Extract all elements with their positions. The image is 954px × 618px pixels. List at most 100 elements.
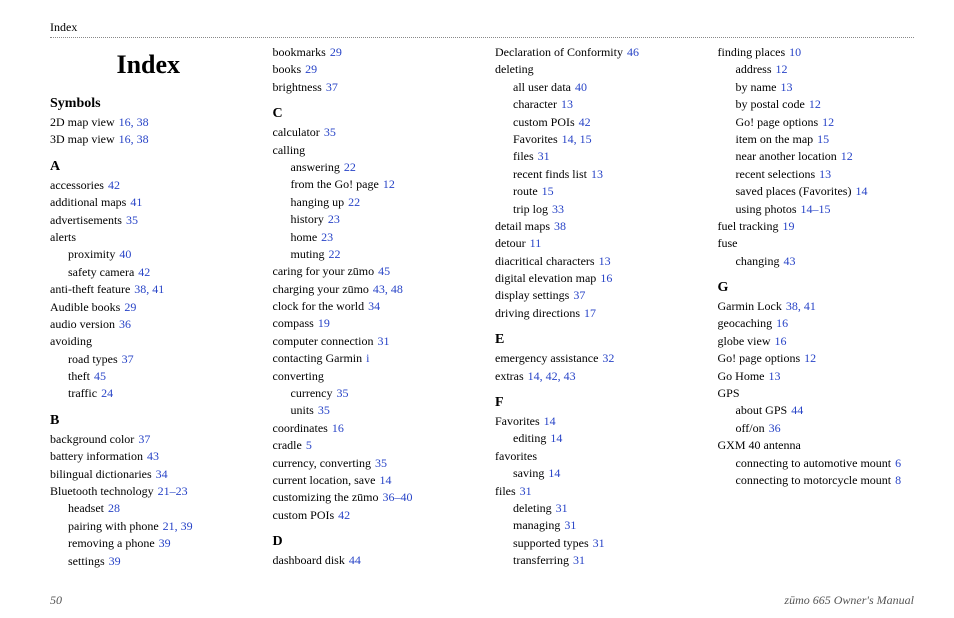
page-ref[interactable]: 45	[378, 264, 390, 278]
page-ref[interactable]: 14	[548, 466, 560, 480]
page-ref[interactable]: 37	[573, 288, 585, 302]
page-ref[interactable]: 13	[819, 167, 831, 181]
page-ref[interactable]: 43	[147, 449, 159, 463]
page-ref[interactable]: 12	[776, 62, 788, 76]
page-ref[interactable]: 15	[542, 184, 554, 198]
page-ref[interactable]: 21, 39	[163, 519, 193, 533]
page-ref[interactable]: 13	[769, 369, 781, 383]
page-ref[interactable]: 40	[575, 80, 587, 94]
page-ref[interactable]: 46	[627, 45, 639, 59]
page-ref[interactable]: 31	[377, 334, 389, 348]
page-ref[interactable]: 36–40	[382, 490, 412, 504]
page-ref[interactable]: 21–23	[158, 484, 188, 498]
page-ref[interactable]: 14	[855, 184, 867, 198]
page-ref[interactable]: 35	[324, 125, 336, 139]
page-ref[interactable]: 36	[769, 421, 781, 435]
page-ref[interactable]: 38	[554, 219, 566, 233]
page-ref[interactable]: 12	[822, 115, 834, 129]
page-ref[interactable]: 37	[326, 80, 338, 94]
page-ref[interactable]: 19	[782, 219, 794, 233]
page-ref[interactable]: 41	[130, 195, 142, 209]
index-entry: supported types31	[495, 535, 692, 552]
page-ref[interactable]: 22	[348, 195, 360, 209]
page-ref[interactable]: 32	[602, 351, 614, 365]
entry-text: contacting Garmin	[273, 351, 363, 365]
page-ref[interactable]: 16, 38	[119, 132, 149, 146]
page-ref[interactable]: 31	[573, 553, 585, 567]
page-ref[interactable]: 12	[809, 97, 821, 111]
page-ref[interactable]: 15	[817, 132, 829, 146]
page-ref[interactable]: 17	[584, 306, 596, 320]
page-ref[interactable]: 10	[789, 45, 801, 59]
page-ref[interactable]: 31	[538, 149, 550, 163]
page-ref[interactable]: 36	[119, 317, 131, 331]
page-ref[interactable]: 44	[791, 403, 803, 417]
page-ref[interactable]: 38, 41	[786, 299, 816, 313]
page-ref[interactable]: 37	[138, 432, 150, 446]
page-ref[interactable]: 39	[109, 554, 121, 568]
entry-text: bilingual dictionaries	[50, 467, 152, 481]
page-ref[interactable]: 33	[552, 202, 564, 216]
page-ref[interactable]: 29	[330, 45, 342, 59]
index-entry: pairing with phone21, 39	[50, 518, 247, 535]
page-ref[interactable]: 31	[564, 518, 576, 532]
page-ref[interactable]: 44	[349, 553, 361, 567]
page-ref[interactable]: 34	[368, 299, 380, 313]
page-ref[interactable]: 37	[122, 352, 134, 366]
page-ref[interactable]: 6	[895, 456, 901, 470]
page-ref[interactable]: 35	[126, 213, 138, 227]
page-ref[interactable]: 38, 41	[134, 282, 164, 296]
page-ref[interactable]: 35	[318, 403, 330, 417]
page-ref[interactable]: 16	[776, 316, 788, 330]
page-ref[interactable]: 16	[332, 421, 344, 435]
page-ref[interactable]: 31	[556, 501, 568, 515]
page-ref[interactable]: 42	[338, 508, 350, 522]
page-ref[interactable]: 16	[600, 271, 612, 285]
page-ref[interactable]: 35	[336, 386, 348, 400]
page-ref[interactable]: 42	[108, 178, 120, 192]
page-ref[interactable]: 13	[591, 167, 603, 181]
page-ref[interactable]: 14	[550, 431, 562, 445]
page-ref[interactable]: 43, 48	[373, 282, 403, 296]
page-ref[interactable]: 13	[781, 80, 793, 94]
page-ref[interactable]: 31	[593, 536, 605, 550]
page-ref[interactable]: 29	[124, 300, 136, 314]
page-ref[interactable]: 13	[599, 254, 611, 268]
page-ref[interactable]: 22	[344, 160, 356, 174]
page-ref[interactable]: 42	[138, 265, 150, 279]
page-ref[interactable]: 16	[775, 334, 787, 348]
page-ref[interactable]: 16, 38	[119, 115, 149, 129]
page-ref[interactable]: i	[366, 351, 369, 365]
page-ref[interactable]: 14	[544, 414, 556, 428]
page-ref[interactable]: 14, 15	[562, 132, 592, 146]
page-ref[interactable]: 42	[579, 115, 591, 129]
page-ref[interactable]: 13	[561, 97, 573, 111]
page-ref[interactable]: 45	[94, 369, 106, 383]
page-ref[interactable]: 28	[108, 501, 120, 515]
page-ref[interactable]: 34	[156, 467, 168, 481]
page-ref[interactable]: 8	[895, 473, 901, 487]
page-ref[interactable]: 24	[101, 386, 113, 400]
page-ref[interactable]: 19	[318, 316, 330, 330]
page-ref[interactable]: 12	[804, 351, 816, 365]
index-entry: Bluetooth technology21–23	[50, 483, 247, 500]
page-ref[interactable]: 14–15	[801, 202, 831, 216]
page-ref[interactable]: 35	[375, 456, 387, 470]
index-entry: fuse	[718, 235, 915, 252]
page-ref[interactable]: 22	[329, 247, 341, 261]
page-ref[interactable]: 23	[328, 212, 340, 226]
page-ref[interactable]: 12	[383, 177, 395, 191]
page-ref[interactable]: 31	[520, 484, 532, 498]
page-ref[interactable]: 23	[321, 230, 333, 244]
page-ref[interactable]: 40	[119, 247, 131, 261]
page-ref[interactable]: 39	[159, 536, 171, 550]
page-ref[interactable]: 12	[841, 149, 853, 163]
page-ref[interactable]: 14, 42, 43	[528, 369, 576, 383]
page-ref[interactable]: 11	[530, 236, 542, 250]
entry-text: history	[291, 212, 324, 226]
page-ref[interactable]: 5	[306, 438, 312, 452]
index-entry: Declaration of Conformity46	[495, 44, 692, 61]
page-ref[interactable]: 43	[784, 254, 796, 268]
page-ref[interactable]: 29	[305, 62, 317, 76]
page-ref[interactable]: 14	[379, 473, 391, 487]
